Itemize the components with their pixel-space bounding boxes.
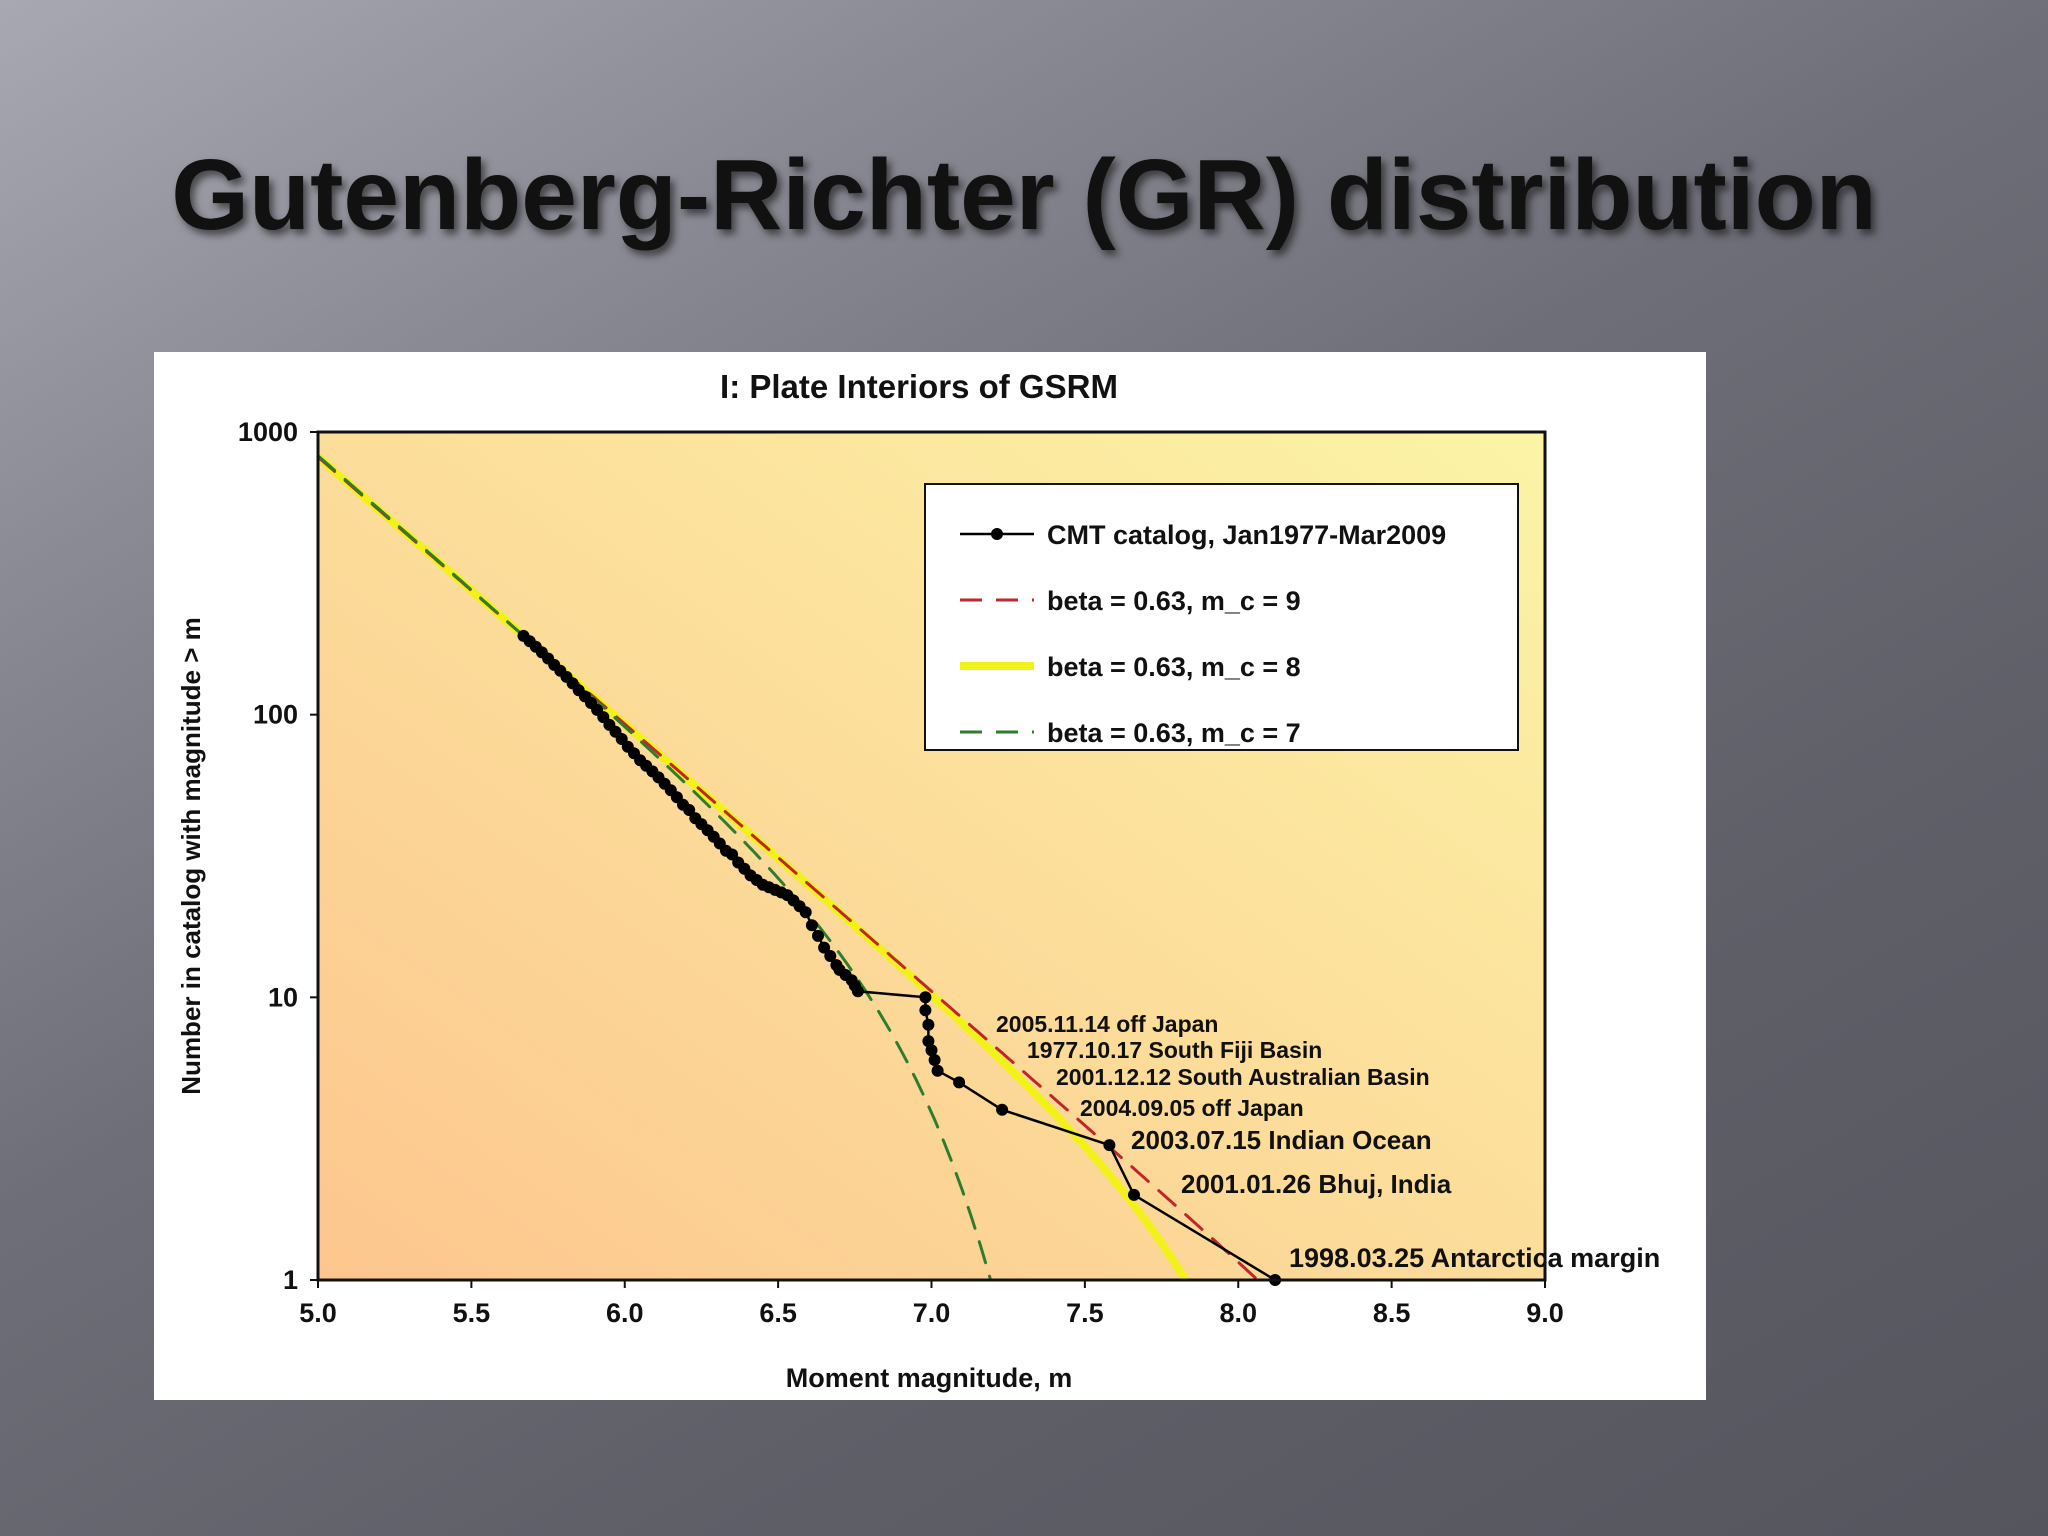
cmt-point [851, 985, 864, 998]
cmt-point [931, 1064, 944, 1077]
fit-curves [318, 452, 1260, 1280]
legend-label: beta = 0.63, m_c = 7 [1047, 718, 1301, 748]
y-axis-label: Number in catalog with magnitude > m [176, 617, 206, 1094]
cmt-point [922, 1035, 935, 1048]
x-tick-label: 9.0 [1526, 1298, 1564, 1328]
legend-label: beta = 0.63, m_c = 9 [1047, 586, 1301, 616]
x-tick-labels: 5.0 5.5 6.0 6.5 7.0 7.5 8.0 8.5 9.0 [299, 1280, 1564, 1328]
legend-label: beta = 0.63, m_c = 8 [1047, 652, 1301, 682]
cmt-point [922, 1018, 935, 1031]
fit-curve-mc7 [318, 454, 993, 1280]
annotation-label: 2005.11.14 off Japan [996, 1011, 1218, 1037]
x-tick-label: 8.5 [1373, 1298, 1411, 1328]
x-tick-label: 7.0 [913, 1298, 951, 1328]
cmt-point [799, 906, 812, 919]
annotation-label: 1998.03.25 Antarctica margin [1289, 1243, 1660, 1273]
x-tick-label: 5.0 [299, 1298, 337, 1328]
legend-label: CMT catalog, Jan1977-Mar2009 [1047, 520, 1446, 550]
y-tick-labels: 1 10 100 1000 [238, 417, 318, 1295]
plot-border [316, 430, 1547, 1282]
y-tick-label: 10 [268, 982, 298, 1012]
annotation-label: 2003.07.15 Indian Ocean [1131, 1125, 1432, 1155]
cmt-point [824, 950, 837, 962]
cmt-series [517, 629, 1282, 1286]
x-tick-label: 6.0 [606, 1298, 644, 1328]
x-tick-label: 5.5 [453, 1298, 491, 1328]
cmt-point [919, 1004, 932, 1017]
cmt-point [805, 919, 818, 932]
legend: CMT catalog, Jan1977-Mar2009 beta = 0.63,… [924, 483, 1519, 751]
cmt-point [928, 1054, 941, 1066]
annotation-label: 2001.01.26 Bhuj, India [1181, 1169, 1452, 1199]
cmt-point [919, 991, 932, 1004]
annotation-label: 2001.12.12 South Australian Basin [1056, 1064, 1430, 1090]
x-tick-label: 8.0 [1219, 1298, 1257, 1328]
y-tick-label: 100 [253, 700, 298, 730]
annotation-label: 1977.10.17 South Fiji Basin [1027, 1037, 1322, 1063]
chart-frame: I: Plate Interiors of GSRM Moment magnit… [154, 352, 1706, 1400]
cmt-point [683, 804, 696, 816]
cmt-point [953, 1076, 966, 1089]
annotation-label: 2004.09.05 off Japan [1080, 1095, 1304, 1121]
cmt-point [925, 1044, 938, 1057]
legend-box [924, 483, 1519, 751]
x-axis-label: Moment magnitude, m [786, 1363, 1073, 1393]
chart-title: I: Plate Interiors of GSRM [720, 368, 1118, 405]
cmt-point [996, 1103, 1009, 1116]
gr-chart: I: Plate Interiors of GSRM Moment magnit… [176, 368, 1660, 1393]
y-tick-label: 1 [283, 1265, 298, 1295]
cmt-point [1128, 1188, 1140, 1201]
x-tick-label: 6.5 [759, 1298, 797, 1328]
legend-marker-cmt [991, 528, 1003, 540]
cmt-point [812, 929, 824, 942]
slide-title: Gutenberg-Richter (GR) distribution [171, 139, 1877, 251]
x-tick-label: 7.5 [1066, 1298, 1104, 1328]
cmt-point [818, 941, 831, 954]
cmt-point [1103, 1139, 1116, 1152]
y-tick-label: 1000 [238, 417, 298, 447]
